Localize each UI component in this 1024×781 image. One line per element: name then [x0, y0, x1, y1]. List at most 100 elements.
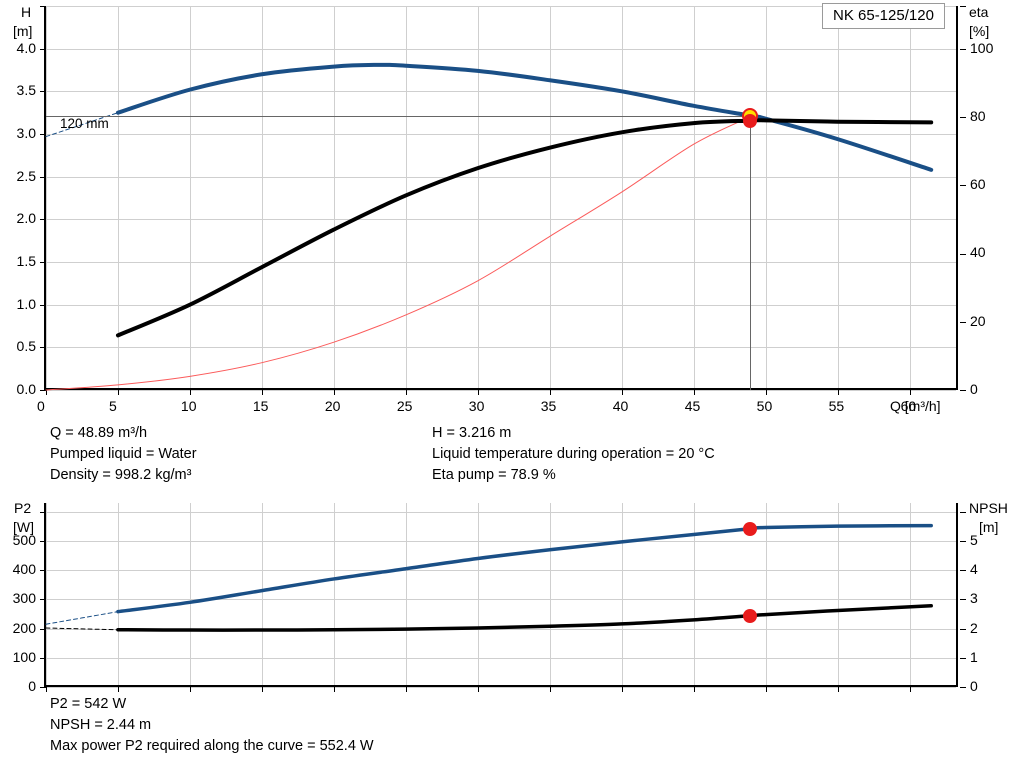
x-tick-label: 0	[37, 398, 45, 414]
axis-tick-y-right	[960, 512, 966, 513]
axis-tick-y-right	[960, 541, 966, 542]
y-right-tick-label: 5	[970, 532, 978, 548]
duty-point-horizontal-line	[46, 116, 750, 117]
axis-tick-x	[550, 687, 551, 692]
info-block-top-left: Q = 48.89 m³/h Pumped liquid = Water Den…	[50, 425, 197, 483]
info-power-p2: P2 = 542 W	[50, 696, 374, 712]
y-right-tick-label: 2	[970, 620, 978, 636]
axis-tick-y-right	[960, 117, 966, 118]
y-left-tick-label: 1.5	[0, 253, 36, 269]
axis-tick-x	[478, 687, 479, 692]
power-npsh-chart	[44, 503, 958, 687]
y-right-tick-label: 80	[970, 108, 986, 124]
x-tick-label: 50	[757, 398, 773, 414]
bottom-y-left-axis-label: P2	[14, 500, 31, 516]
y-left-tick-label: 0.5	[0, 338, 36, 354]
y-left-tick-label: 100	[0, 649, 36, 665]
x-tick-label: 40	[613, 398, 629, 414]
axis-tick-x	[334, 687, 335, 692]
axis-tick-y-right	[960, 185, 966, 186]
axis-tick-x	[550, 390, 551, 395]
impeller-diameter-note: 120 mm	[60, 116, 109, 131]
axis-tick-x	[118, 390, 119, 395]
top-y-left-axis-unit: [m]	[13, 23, 32, 39]
y-left-tick-label: 4.0	[0, 40, 36, 56]
y-right-tick-label: 0	[970, 678, 978, 694]
axis-tick-y-right	[960, 599, 966, 600]
x-tick-label: 60	[901, 398, 917, 414]
axis-tick-y-right	[960, 6, 966, 7]
axis-tick-x	[406, 390, 407, 395]
axis-tick-x	[622, 390, 623, 395]
info-pumped-liquid: Pumped liquid = Water	[50, 446, 197, 462]
axis-tick-x	[694, 687, 695, 692]
x-tick-label: 25	[397, 398, 413, 414]
axis-tick-x	[406, 687, 407, 692]
curve-2	[118, 606, 931, 630]
axis-tick-x	[262, 390, 263, 395]
info-duty-head: H = 3.216 m	[432, 425, 715, 441]
curve-layer	[46, 6, 960, 390]
duty-point-marker-eta[interactable]	[743, 114, 757, 128]
y-right-tick-label: 1	[970, 649, 978, 665]
y-right-tick-label: 100	[970, 40, 993, 56]
head-efficiency-chart	[44, 6, 958, 390]
axis-tick-x	[766, 390, 767, 395]
top-y-left-axis-label: H	[21, 4, 31, 20]
y-right-tick-label: 20	[970, 313, 986, 329]
x-tick-label: 30	[469, 398, 485, 414]
x-tick-label: 55	[829, 398, 845, 414]
info-duty-flow: Q = 48.89 m³/h	[50, 425, 197, 441]
axis-tick-x	[694, 390, 695, 395]
axis-tick-y-right	[960, 658, 966, 659]
bottom-y-right-axis-unit: [m]	[979, 519, 998, 535]
y-right-tick-label: 0	[970, 381, 978, 397]
info-density: Density = 998.2 kg/m³	[50, 467, 197, 483]
y-left-tick-label: 500	[0, 532, 36, 548]
axis-tick-x	[910, 390, 911, 395]
curve-3	[118, 120, 931, 335]
gridline-horizontal	[46, 390, 956, 391]
y-left-tick-label: 400	[0, 561, 36, 577]
x-tick-label: 45	[685, 398, 701, 414]
axis-tick-y-right	[960, 390, 966, 391]
axis-tick-x	[838, 687, 839, 692]
y-left-tick-label: 1.0	[0, 296, 36, 312]
y-right-tick-label: 40	[970, 244, 986, 260]
axis-tick-x	[766, 687, 767, 692]
y-left-tick-label: 200	[0, 620, 36, 636]
axis-tick-x	[622, 687, 623, 692]
bottom-y-right-axis-label: NPSH	[969, 500, 1008, 516]
curve-0	[118, 526, 931, 612]
axis-tick-x	[262, 687, 263, 692]
x-tick-label: 15	[253, 398, 269, 414]
curve-3	[46, 628, 118, 630]
y-left-tick-label: 300	[0, 590, 36, 606]
axis-tick-x	[478, 390, 479, 395]
pump-model-title: NK 65-125/120	[822, 3, 945, 29]
info-block-bottom: P2 = 542 W NPSH = 2.44 m Max power P2 re…	[50, 696, 374, 754]
x-tick-label: 20	[325, 398, 341, 414]
y-left-tick-label: 3.0	[0, 125, 36, 141]
axis-tick-x	[334, 390, 335, 395]
info-eta-pump: Eta pump = 78.9 %	[432, 467, 715, 483]
axis-tick-y-right	[960, 570, 966, 571]
y-left-tick-label: 2.0	[0, 210, 36, 226]
curve-2	[46, 117, 750, 390]
info-liquid-temperature: Liquid temperature during operation = 20…	[432, 446, 715, 462]
axis-tick-x	[46, 390, 47, 395]
y-right-tick-label: 3	[970, 590, 978, 606]
axis-tick-x	[838, 390, 839, 395]
duty-point-vertical-line	[750, 116, 751, 390]
x-tick-label: 35	[541, 398, 557, 414]
x-tick-label: 5	[109, 398, 117, 414]
curve-1	[46, 612, 118, 625]
axis-tick-x	[46, 687, 47, 692]
curve-layer	[46, 503, 960, 687]
duty-point-marker-power[interactable]	[743, 522, 757, 536]
axis-tick-x	[190, 390, 191, 395]
info-max-power: Max power P2 required along the curve = …	[50, 738, 374, 754]
duty-point-marker-npsh[interactable]	[743, 609, 757, 623]
gridline-horizontal	[46, 687, 956, 688]
top-y-right-axis-label: eta	[969, 4, 988, 20]
